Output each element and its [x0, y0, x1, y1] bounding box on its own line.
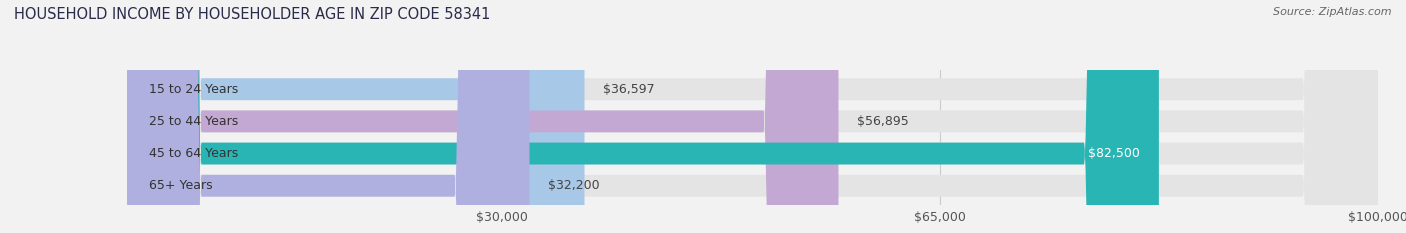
Text: $56,895: $56,895: [858, 115, 910, 128]
FancyBboxPatch shape: [127, 0, 1378, 233]
Text: 65+ Years: 65+ Years: [149, 179, 212, 192]
Text: $82,500: $82,500: [1088, 147, 1140, 160]
Text: 45 to 64 Years: 45 to 64 Years: [149, 147, 238, 160]
FancyBboxPatch shape: [127, 0, 1378, 233]
FancyBboxPatch shape: [127, 0, 838, 233]
FancyBboxPatch shape: [127, 0, 1378, 233]
Text: 15 to 24 Years: 15 to 24 Years: [149, 83, 238, 96]
FancyBboxPatch shape: [127, 0, 1378, 233]
Text: HOUSEHOLD INCOME BY HOUSEHOLDER AGE IN ZIP CODE 58341: HOUSEHOLD INCOME BY HOUSEHOLDER AGE IN Z…: [14, 7, 491, 22]
FancyBboxPatch shape: [127, 0, 1159, 233]
FancyBboxPatch shape: [127, 0, 530, 233]
FancyBboxPatch shape: [127, 0, 585, 233]
Text: $32,200: $32,200: [548, 179, 600, 192]
Text: $36,597: $36,597: [603, 83, 655, 96]
Text: 25 to 44 Years: 25 to 44 Years: [149, 115, 238, 128]
Text: Source: ZipAtlas.com: Source: ZipAtlas.com: [1274, 7, 1392, 17]
